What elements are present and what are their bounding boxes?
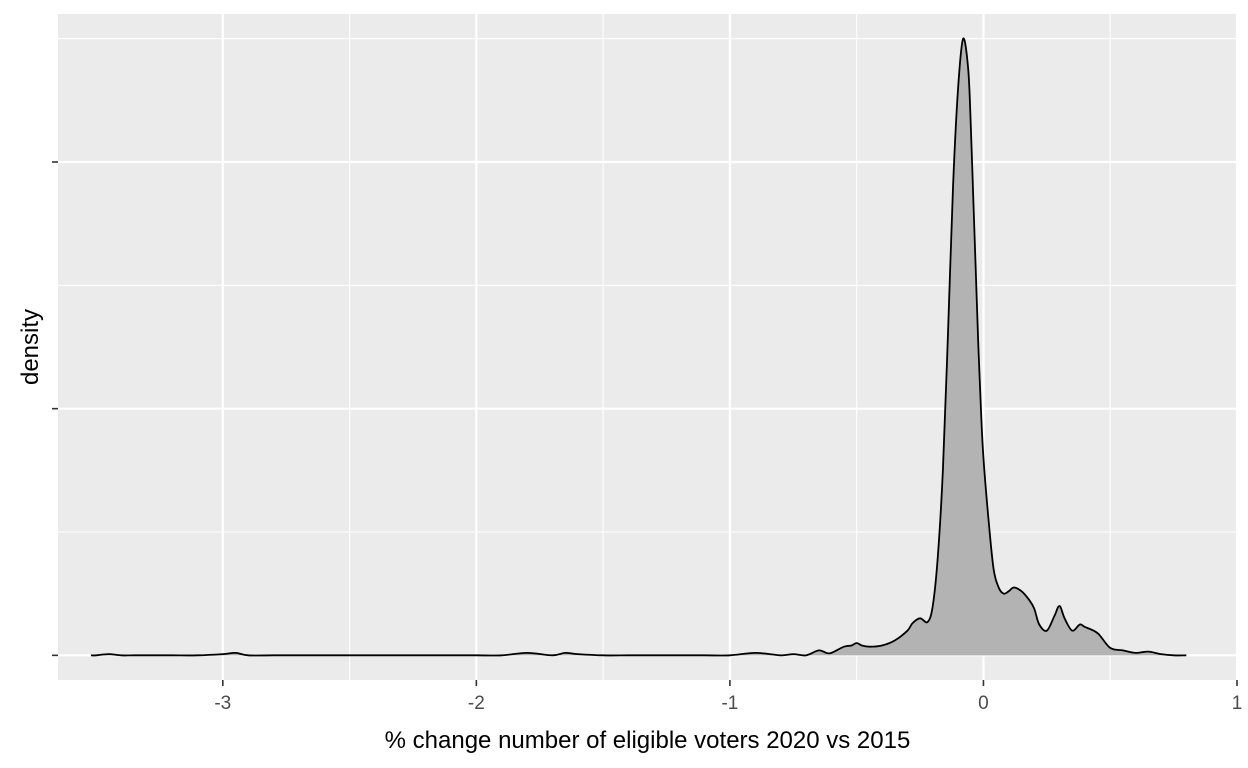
- x-tick-label: 0: [978, 693, 989, 714]
- x-axis-title: % change number of eligible voters 2020 …: [385, 727, 911, 754]
- density-line: [90, 37, 1187, 657]
- y-axis-ticks: [52, 161, 58, 657]
- y-axis-title: density: [17, 309, 44, 385]
- x-tick-label: -3: [214, 693, 231, 714]
- x-tick-label: 1: [1232, 693, 1243, 714]
- plot-panel: [58, 14, 1237, 680]
- x-axis-ticks: -3 -2 -1 0 1: [214, 680, 1242, 714]
- minor-gridlines: [58, 14, 1237, 680]
- x-tick-label: -1: [721, 693, 738, 714]
- density-area: [90, 38, 1187, 656]
- x-tick-label: -2: [468, 693, 485, 714]
